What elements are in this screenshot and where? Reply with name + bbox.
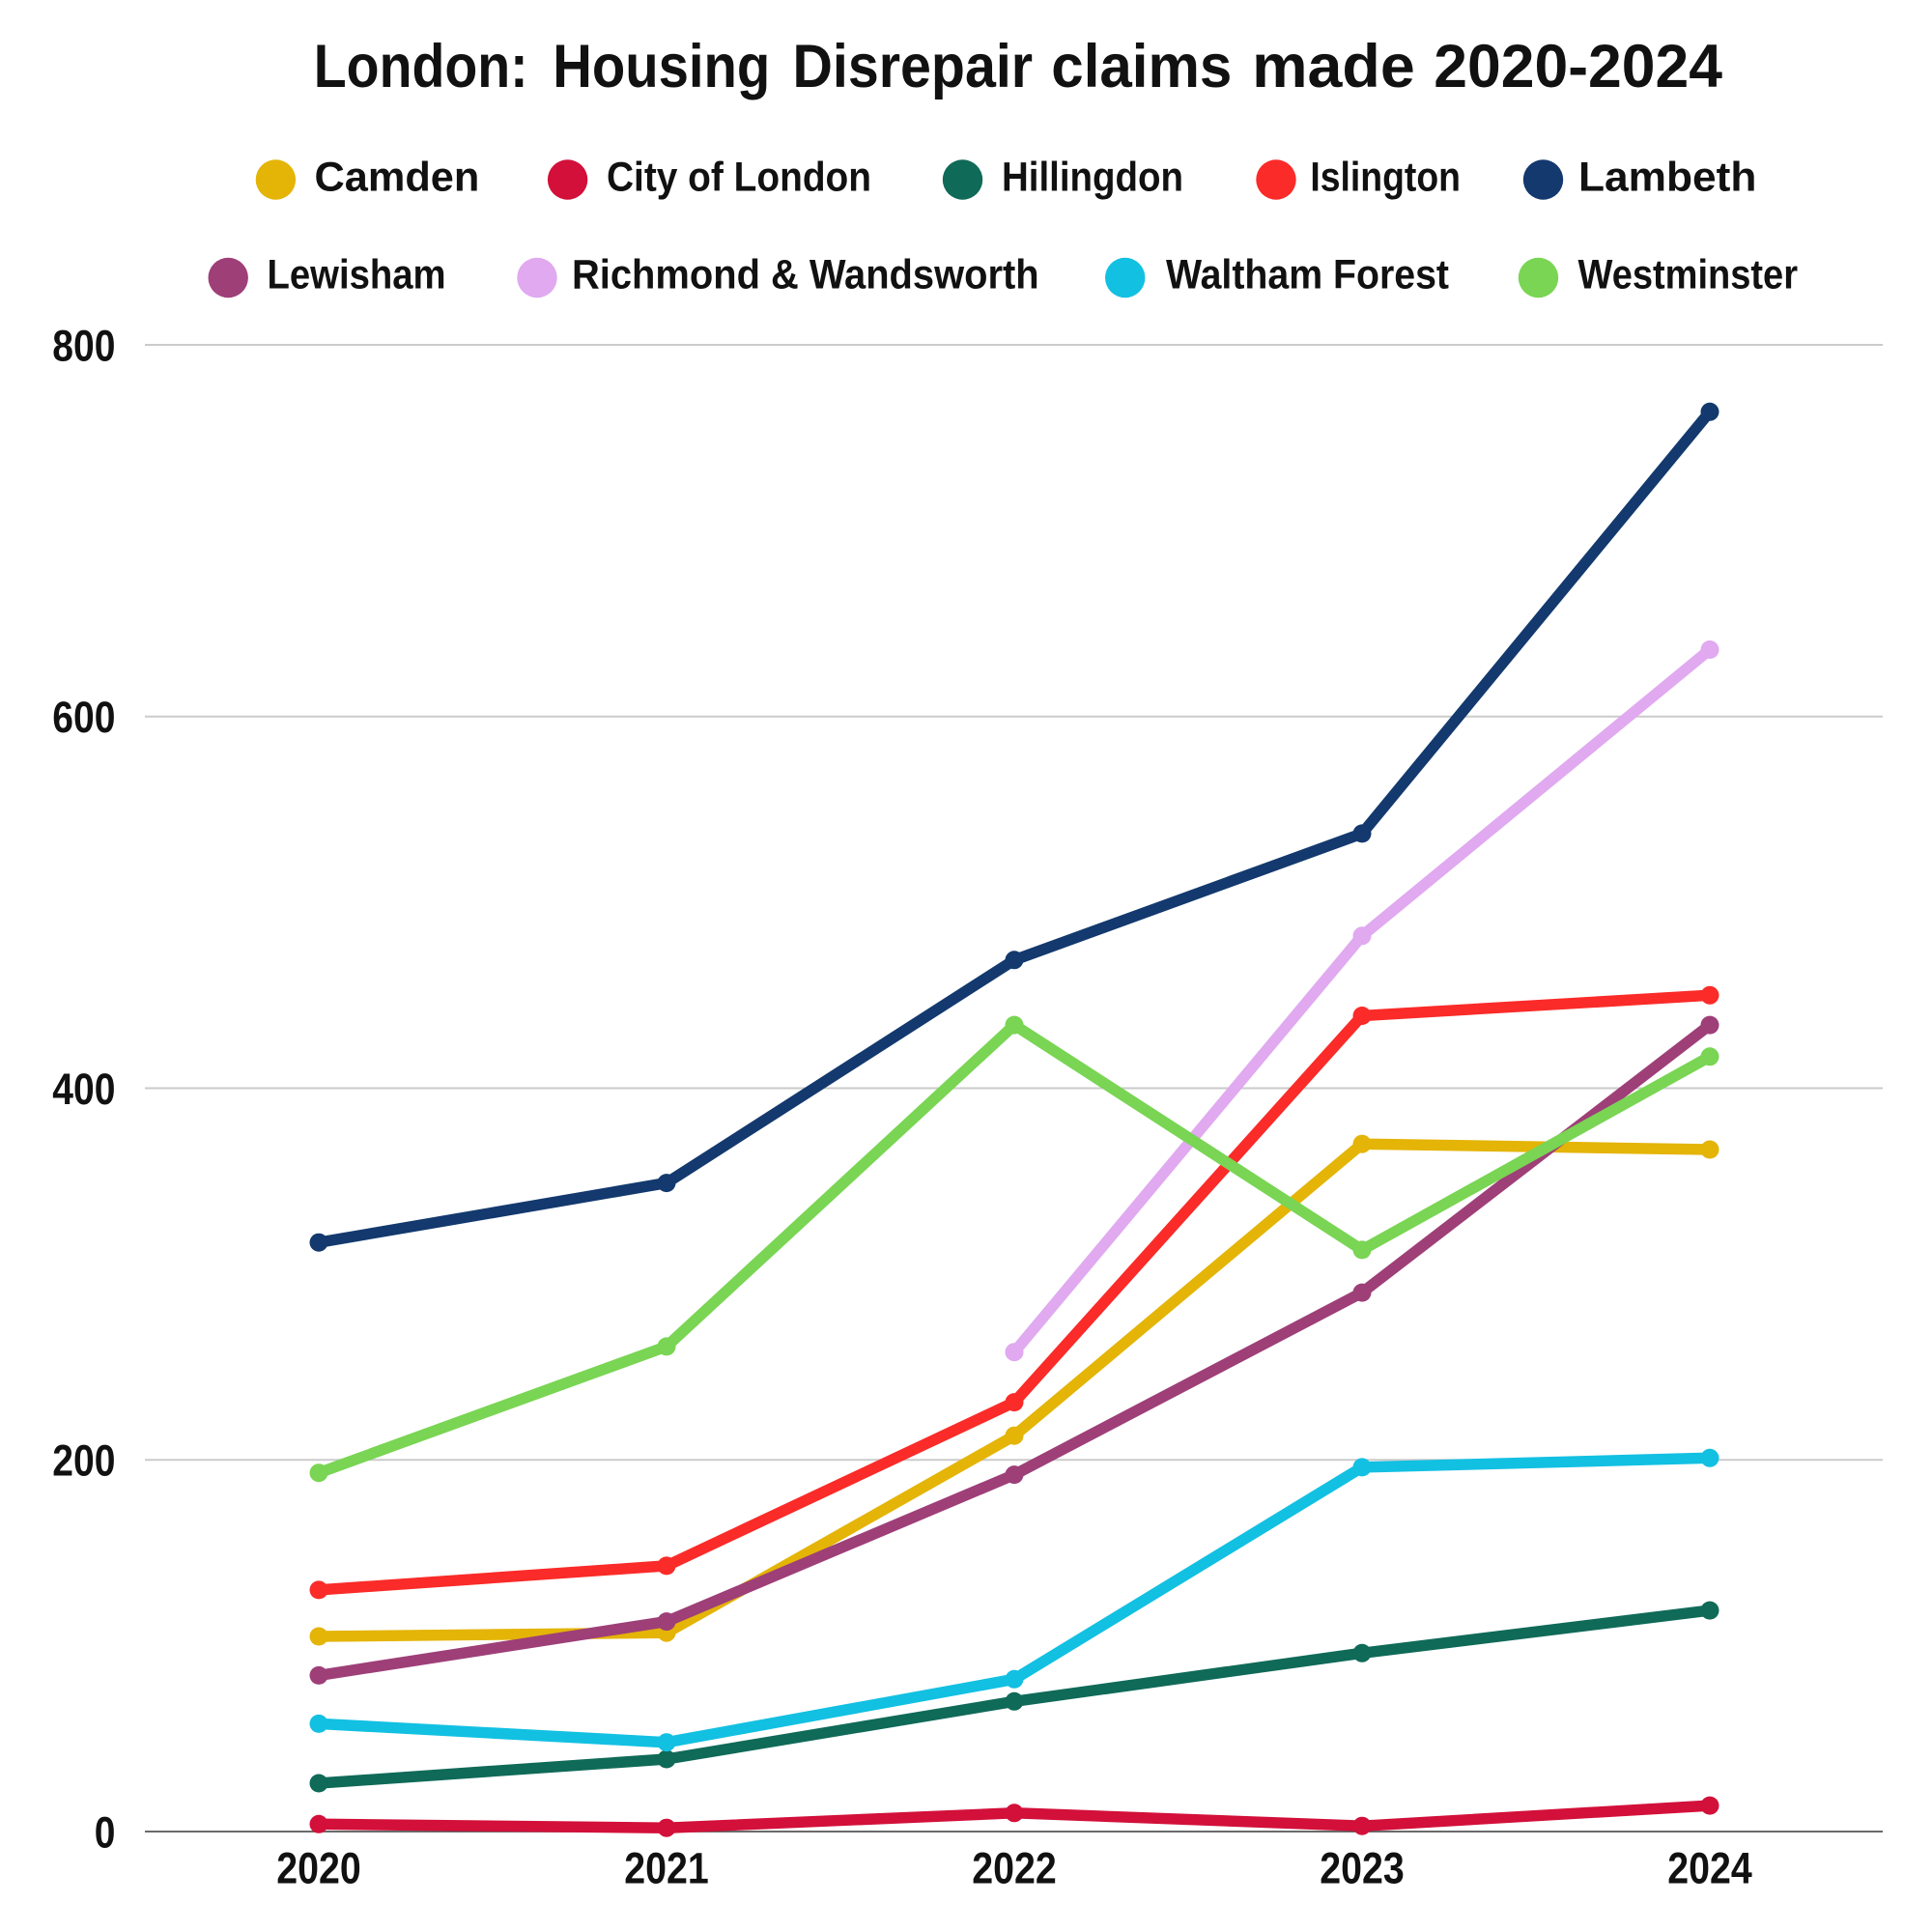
- svg-text:2023: 2023: [1320, 1844, 1405, 1893]
- svg-text:Richmond & Wandsworth: Richmond & Wandsworth: [572, 252, 1039, 298]
- svg-text:800: 800: [52, 321, 115, 370]
- svg-text:2024: 2024: [1667, 1844, 1752, 1893]
- svg-text:200: 200: [52, 1436, 115, 1486]
- svg-text:Housing: Housing: [553, 33, 770, 100]
- svg-text:made: made: [1252, 33, 1415, 100]
- svg-text:400: 400: [52, 1065, 115, 1114]
- svg-text:Disrepair: Disrepair: [793, 33, 1034, 100]
- svg-text:Camden: Camden: [315, 155, 480, 201]
- svg-text:600: 600: [52, 693, 115, 742]
- svg-text:Hillingdon: Hillingdon: [1002, 155, 1183, 201]
- svg-text:Lewisham: Lewisham: [268, 252, 446, 298]
- svg-text:City of London: City of London: [607, 155, 871, 201]
- svg-text:2020: 2020: [276, 1844, 361, 1893]
- svg-text:2020-2024: 2020-2024: [1434, 33, 1722, 100]
- svg-text:2021: 2021: [624, 1844, 709, 1893]
- svg-text:London:: London:: [314, 33, 528, 100]
- svg-text:2022: 2022: [972, 1844, 1057, 1893]
- svg-text:Lambeth: Lambeth: [1578, 155, 1756, 201]
- svg-text:Waltham Forest: Waltham Forest: [1166, 252, 1449, 298]
- svg-text:Islington: Islington: [1310, 155, 1461, 201]
- svg-text:Westminster: Westminster: [1578, 252, 1799, 298]
- svg-text:claims: claims: [1051, 33, 1232, 100]
- svg-text:0: 0: [95, 1807, 116, 1857]
